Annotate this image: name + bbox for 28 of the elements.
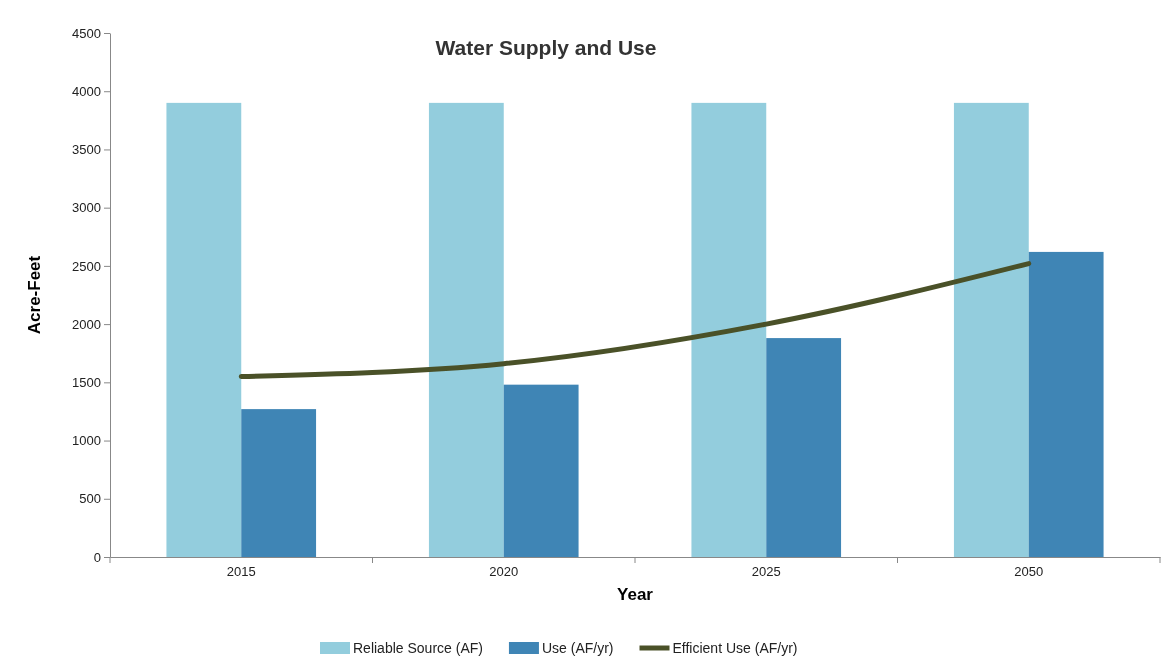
y-tick-label: 1500 (72, 374, 101, 390)
y-tick-label: 500 (79, 491, 101, 507)
legend-label: Use (AF/yr) (541, 640, 614, 656)
x-tick-label: 2025 (751, 563, 781, 579)
y-tick-label: 3000 (72, 200, 101, 216)
x-axis-title: Year (617, 585, 654, 604)
y-tick-label: 2500 (72, 258, 101, 274)
x-tick-label: 2020 (489, 563, 519, 579)
x-tick-label: 2050 (1014, 563, 1044, 579)
x-tick-label: 2015 (226, 563, 256, 579)
bar (503, 384, 579, 557)
bar (428, 102, 504, 557)
y-tick-label: 1000 (72, 433, 101, 449)
y-tick-label: 4500 (72, 25, 101, 41)
y-tick-label: 0 (93, 549, 101, 565)
legend-label: Reliable Source (AF) (353, 640, 483, 656)
bar (1028, 251, 1104, 557)
y-tick-label: 3500 (72, 142, 101, 158)
bar (691, 102, 767, 557)
bar (953, 102, 1029, 557)
bar (766, 338, 842, 557)
bar (166, 102, 242, 557)
legend-label: Efficient Use (AF/yr) (672, 640, 798, 656)
y-tick-label: 2000 (72, 316, 101, 332)
chart-title: Water Supply and Use (435, 36, 657, 59)
y-axis-title: Acre-Feet (25, 255, 44, 335)
y-tick-label: 4000 (72, 83, 101, 99)
bar (241, 409, 317, 557)
